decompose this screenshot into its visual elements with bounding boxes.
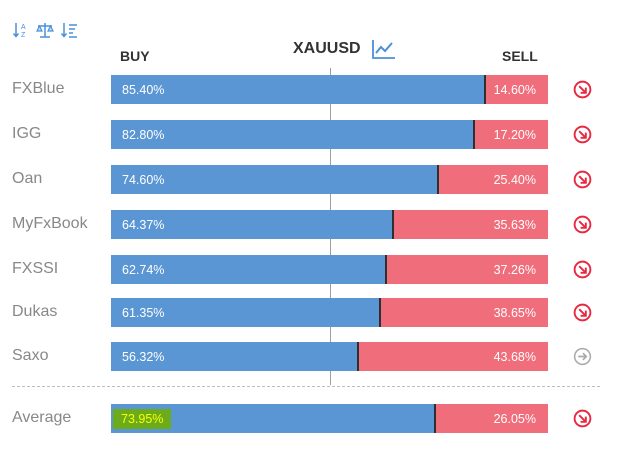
sell-segment: 14.60% bbox=[484, 75, 548, 104]
down-arrow-icon[interactable] bbox=[573, 215, 592, 234]
average-row: Average 73.95% 26.05% bbox=[0, 404, 625, 433]
broker-name: Oan bbox=[12, 170, 43, 187]
buy-percent: 56.32% bbox=[122, 350, 165, 364]
broker-name: IGG bbox=[12, 125, 42, 142]
line-chart-icon[interactable] bbox=[371, 38, 397, 60]
broker-name: Saxo bbox=[12, 347, 49, 364]
buy-percent: 74.60% bbox=[122, 173, 165, 187]
sell-percent: 37.26% bbox=[493, 263, 536, 277]
buy-segment: 73.95% bbox=[111, 404, 435, 433]
down-arrow-icon[interactable] bbox=[573, 170, 592, 189]
broker-row: IGG 82.80% 17.20% bbox=[0, 120, 625, 149]
sell-header: SELL bbox=[502, 48, 538, 64]
broker-name: MyFxBook bbox=[12, 215, 88, 232]
down-arrow-icon[interactable] bbox=[573, 260, 592, 279]
sell-segment: 17.20% bbox=[472, 120, 548, 149]
down-arrow-icon[interactable] bbox=[573, 409, 592, 428]
broker-name: Average bbox=[12, 409, 72, 426]
buy-percent: 73.95% bbox=[113, 409, 172, 429]
svg-text:A: A bbox=[21, 24, 26, 31]
buy-segment: 56.32% bbox=[111, 342, 358, 371]
sell-segment: 35.63% bbox=[392, 210, 548, 239]
broker-row: MyFxBook 64.37% 35.63% bbox=[0, 210, 625, 239]
buy-segment: 62.74% bbox=[111, 255, 386, 284]
neutral-arrow-icon[interactable] bbox=[573, 347, 592, 366]
buy-percent: 82.80% bbox=[122, 128, 165, 142]
sentiment-bar[interactable]: 85.40% 14.60% bbox=[111, 75, 548, 104]
sentiment-bar[interactable]: 73.95% 26.05% bbox=[111, 404, 548, 433]
sort-numeric-icon[interactable] bbox=[60, 21, 78, 39]
symbol-label: XAUUSD bbox=[293, 40, 361, 57]
buy-percent: 61.35% bbox=[122, 306, 165, 320]
balance-scale-icon[interactable] bbox=[36, 21, 54, 39]
buy-segment: 82.80% bbox=[111, 120, 473, 149]
sentiment-bar[interactable]: 64.37% 35.63% bbox=[111, 210, 548, 239]
buy-percent: 64.37% bbox=[122, 218, 165, 232]
broker-row: FXSSI 62.74% 37.26% bbox=[0, 255, 625, 284]
sentiment-bar[interactable]: 82.80% 17.20% bbox=[111, 120, 548, 149]
broker-row: FXBlue 85.40% 14.60% bbox=[0, 75, 625, 104]
sell-percent: 26.05% bbox=[493, 412, 536, 426]
symbol-header: XAUUSD bbox=[293, 38, 397, 60]
broker-name: FXSSI bbox=[12, 260, 59, 277]
buy-segment: 85.40% bbox=[111, 75, 485, 104]
sentiment-bar[interactable]: 61.35% 38.65% bbox=[111, 298, 548, 327]
sentiment-bar[interactable]: 62.74% 37.26% bbox=[111, 255, 548, 284]
buy-segment: 64.37% bbox=[111, 210, 393, 239]
broker-name: Dukas bbox=[12, 303, 58, 320]
average-separator bbox=[12, 386, 600, 387]
sell-percent: 38.65% bbox=[493, 306, 536, 320]
svg-text:Z: Z bbox=[21, 32, 26, 39]
sell-segment: 26.05% bbox=[434, 404, 548, 433]
buy-header: BUY bbox=[120, 48, 150, 64]
sentiment-bar[interactable]: 74.60% 25.40% bbox=[111, 165, 548, 194]
sell-segment: 25.40% bbox=[437, 165, 548, 194]
down-arrow-icon[interactable] bbox=[573, 80, 592, 99]
down-arrow-icon[interactable] bbox=[573, 303, 592, 322]
broker-name: FXBlue bbox=[12, 80, 65, 97]
sell-segment: 37.26% bbox=[385, 255, 548, 284]
buy-segment: 61.35% bbox=[111, 298, 380, 327]
broker-row: Oan 74.60% 25.40% bbox=[0, 165, 625, 194]
broker-row: Dukas 61.35% 38.65% bbox=[0, 298, 625, 327]
buy-segment: 74.60% bbox=[111, 165, 437, 194]
sell-percent: 25.40% bbox=[493, 173, 536, 187]
sell-segment: 38.65% bbox=[379, 298, 548, 327]
broker-row: Saxo 56.32% 43.68% bbox=[0, 342, 625, 371]
sell-percent: 14.60% bbox=[493, 83, 536, 97]
sell-percent: 43.68% bbox=[493, 350, 536, 364]
down-arrow-icon[interactable] bbox=[573, 125, 592, 144]
buy-percent: 85.40% bbox=[122, 83, 165, 97]
sell-percent: 35.63% bbox=[493, 218, 536, 232]
sell-segment: 43.68% bbox=[357, 342, 548, 371]
sentiment-bar[interactable]: 56.32% 43.68% bbox=[111, 342, 548, 371]
buy-percent: 62.74% bbox=[122, 263, 165, 277]
sell-percent: 17.20% bbox=[493, 128, 536, 142]
